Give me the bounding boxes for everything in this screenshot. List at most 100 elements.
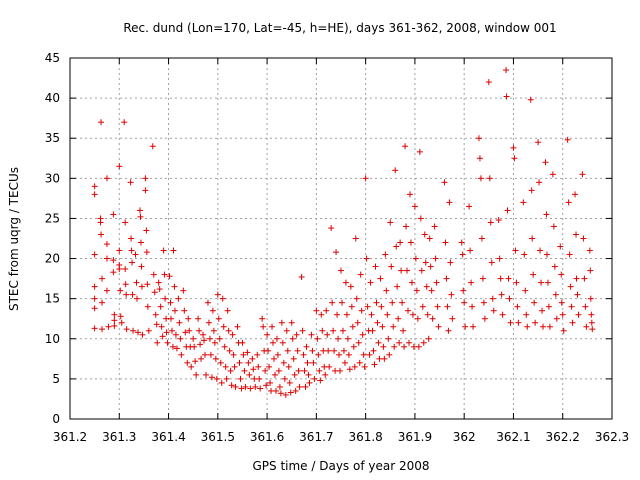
data-point [225, 327, 232, 334]
data-point [532, 319, 539, 326]
data-point [338, 299, 345, 306]
data-point [121, 119, 128, 126]
data-point [296, 383, 303, 390]
data-point [379, 323, 386, 330]
data-point [355, 339, 362, 346]
y-tick-label: 40 [45, 91, 60, 105]
data-point [347, 283, 354, 290]
data-point [184, 359, 191, 366]
data-point [324, 331, 331, 338]
data-point [391, 343, 398, 350]
tick-marks [69, 57, 613, 420]
data-point [486, 175, 493, 182]
data-point [222, 363, 229, 370]
data-point [111, 317, 118, 324]
data-point [579, 171, 586, 178]
data-point [569, 319, 576, 326]
data-point [294, 347, 301, 354]
x-axis-label: GPS time / Days of year 2008 [252, 459, 429, 473]
data-point [503, 93, 510, 100]
data-point [503, 67, 510, 74]
data-point [118, 319, 125, 326]
data-point [171, 307, 178, 314]
data-point [232, 383, 239, 390]
data-point [529, 235, 536, 242]
data-point [442, 239, 449, 246]
data-point [397, 239, 404, 246]
data-point [405, 339, 412, 346]
data-point [490, 307, 497, 314]
data-point [364, 303, 371, 310]
data-point [210, 327, 217, 334]
data-point [448, 291, 455, 298]
data-point [539, 307, 546, 314]
data-point [230, 351, 237, 358]
data-point [105, 323, 112, 330]
data-point [221, 343, 228, 350]
data-point [546, 323, 553, 330]
data-point [552, 291, 559, 298]
data-point [394, 283, 401, 290]
data-point [398, 267, 405, 274]
data-point [265, 347, 272, 354]
data-point [588, 311, 595, 318]
data-point [329, 299, 336, 306]
data-point [528, 187, 535, 194]
data-point [586, 247, 593, 254]
data-point [420, 339, 427, 346]
data-point [99, 275, 106, 282]
data-point [369, 327, 376, 334]
data-point [342, 279, 349, 286]
data-point [540, 323, 547, 330]
data-point [507, 319, 514, 326]
data-point [415, 343, 422, 350]
data-point [537, 247, 544, 254]
data-point [91, 191, 98, 198]
x-tick-label: 361.6 [250, 430, 284, 444]
data-point [558, 299, 565, 306]
data-point [335, 335, 342, 342]
data-point [200, 331, 207, 338]
data-point [353, 295, 360, 302]
data-point [413, 287, 420, 294]
data-point [511, 155, 518, 162]
data-points [91, 67, 596, 398]
data-point [137, 213, 144, 220]
y-axis-label: STEC from uqrg / TECUs [7, 167, 21, 311]
data-point [128, 247, 135, 254]
data-point [370, 347, 377, 354]
data-point [103, 287, 110, 294]
data-point [416, 148, 423, 155]
data-point [581, 275, 588, 282]
data-point [461, 299, 468, 306]
data-point [504, 207, 511, 214]
data-point [277, 390, 284, 397]
data-point [226, 347, 233, 354]
data-point [489, 295, 496, 302]
data-point [276, 383, 283, 390]
data-point [162, 295, 169, 302]
data-point [224, 307, 231, 314]
data-point [250, 366, 257, 373]
data-point [557, 243, 564, 250]
data-point [426, 235, 433, 242]
y-tick-label: 5 [52, 372, 60, 386]
data-point [209, 307, 216, 314]
x-tick-labels: 361.2 361.3 361.4 361.5 361.6 361.7 361.8 361.9… [53, 430, 629, 444]
data-point [543, 251, 550, 258]
data-point [156, 286, 163, 293]
data-point [283, 327, 290, 334]
data-point [478, 235, 485, 242]
data-point [466, 203, 473, 210]
data-point [356, 359, 363, 366]
data-point [252, 383, 259, 390]
data-point [431, 223, 438, 230]
data-point [505, 275, 512, 282]
data-point [423, 283, 430, 290]
data-point [91, 325, 98, 332]
data-point [432, 255, 439, 262]
y-tick-label: 15 [45, 292, 60, 306]
data-point [116, 247, 123, 254]
data-point [211, 339, 218, 346]
data-point [151, 289, 158, 296]
